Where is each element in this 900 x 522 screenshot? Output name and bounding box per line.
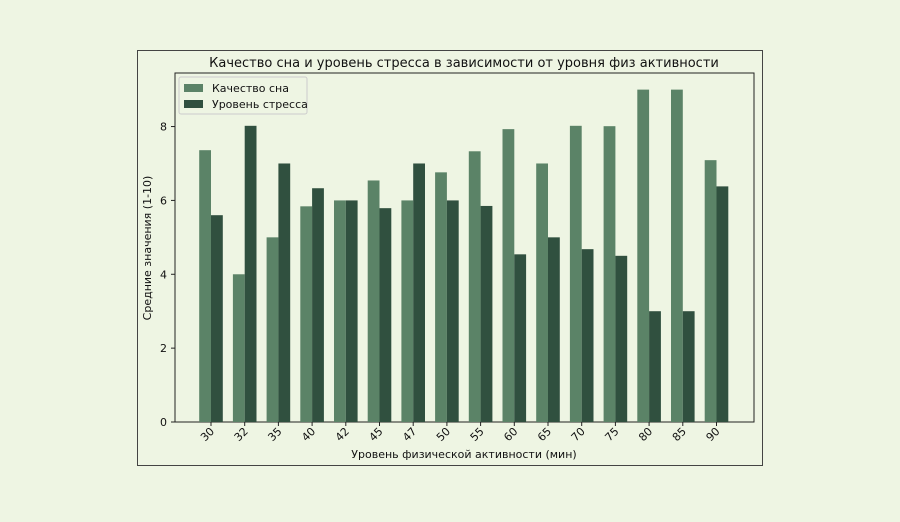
bar-stress-level-55 [480,205,493,422]
bar-stress-level-32 [244,125,257,422]
y-tick-label: 6 [160,194,167,207]
bar-sleep-quality-55 [468,151,481,423]
bar-stress-level-75 [615,255,628,422]
x-tick-label: 75 [602,425,621,444]
bar-sleep-quality-70 [569,125,582,422]
bar-stress-level-85 [682,311,695,422]
bar-stress-level-80 [649,311,661,422]
y-tick-label: 0 [160,416,167,429]
bar-sleep-quality-35 [266,237,279,422]
bar-sleep-quality-50 [435,172,447,422]
x-axis-title: Уровень физической активности (мин) [351,448,576,461]
bar-sleep-quality-45 [367,180,380,422]
plot-area [174,72,755,423]
bar-sleep-quality-30 [199,150,211,422]
bar-stress-level-35 [278,163,291,423]
x-tick-label: 80 [636,425,655,444]
bars [199,89,729,423]
bar-stress-level-42 [345,200,358,422]
x-tick-label: 35 [265,425,284,444]
x-tick-label: 60 [501,425,520,444]
bar-stress-level-60 [514,254,527,422]
x-axis-ticks: 30 32 35 40 42 45 47 50 55 60 65 70 75 80 85 90 [198,422,723,444]
legend-swatch-stress-level [184,100,203,108]
bar-sleep-quality-32 [232,274,245,422]
bar-stress-level-90 [716,186,729,422]
bar-sleep-quality-40 [300,206,313,422]
chart-title: Качество сна и уровень стресса в зависим… [209,56,719,71]
legend-label-stress-level: Уровень стресса [212,98,308,111]
legend-swatch-sleep-quality [184,84,203,92]
bar-sleep-quality-90 [704,160,717,422]
x-tick-label: 42 [333,425,352,444]
bar-sleep-quality-65 [536,163,548,423]
bar-stress-level-50 [446,200,459,422]
bar-stress-level-40 [312,188,324,422]
x-tick-label: 85 [670,425,689,444]
x-tick-label: 30 [198,425,217,444]
legend-box [178,76,308,115]
y-axis-ticks: 0 2 4 6 8 [160,121,175,429]
y-tick-label: 4 [160,268,167,281]
bar-sleep-quality-60 [502,129,515,422]
bar-sleep-quality-75 [603,126,616,423]
x-tick-label: 40 [299,425,318,444]
y-tick-label: 2 [160,342,167,355]
legend-label-sleep-quality: Качество сна [212,82,289,95]
bar-stress-level-45 [379,208,392,422]
x-tick-label: 47 [400,425,419,444]
bar-sleep-quality-42 [334,200,346,422]
bar-stress-level-47 [413,163,425,423]
x-tick-label: 32 [232,425,251,444]
bar-stress-level-30 [211,215,223,422]
y-tick-label: 8 [160,121,167,134]
bar-stress-level-70 [581,249,594,422]
bar-stress-level-65 [548,237,560,422]
legend: Качество сна Уровень стресса [178,76,308,115]
bar-sleep-quality-80 [637,89,650,423]
y-axis-title: Средние значения (1-10) [141,176,154,321]
x-tick-label: 45 [367,425,386,444]
bar-sleep-quality-47 [401,200,414,422]
bar-sleep-quality-85 [671,89,683,423]
x-tick-label: 90 [704,425,723,444]
x-tick-label: 50 [434,425,453,444]
x-tick-label: 70 [569,425,588,444]
x-tick-label: 65 [535,425,554,444]
x-tick-label: 55 [468,425,487,444]
